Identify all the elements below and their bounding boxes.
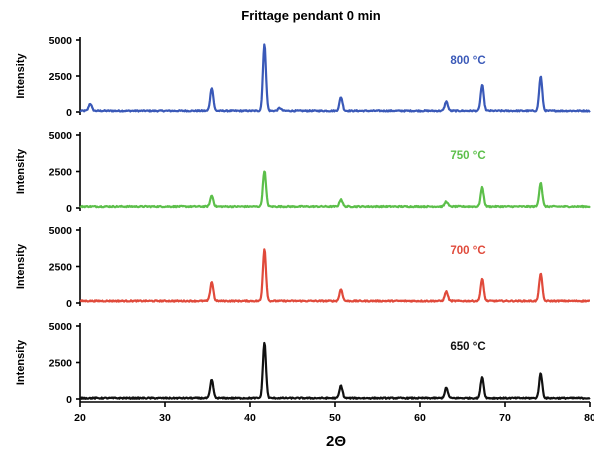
y-axis-label: Intensity bbox=[15, 53, 27, 99]
panel-4: 0 2500 5000 Intensity 650 °C bbox=[15, 321, 591, 406]
y-tick-label: 5000 bbox=[49, 225, 73, 237]
series-label: 750 °C bbox=[450, 150, 485, 162]
x-tick-label: 30 bbox=[159, 412, 171, 424]
y-tick-label: 5000 bbox=[49, 321, 73, 333]
y-tick-label: 0 bbox=[66, 394, 72, 406]
x-tick-label: 40 bbox=[244, 412, 256, 424]
x-tick-label: 70 bbox=[499, 412, 511, 424]
y-tick-label: 0 bbox=[66, 107, 72, 119]
chart-title: Frittage pendant 0 min bbox=[241, 8, 380, 23]
x-tick-label: 80 bbox=[584, 412, 594, 424]
y-tick-label: 2500 bbox=[49, 262, 73, 274]
y-tick-label: 2500 bbox=[49, 167, 73, 179]
x-axis: 20 30 40 50 60 70 80 bbox=[74, 401, 594, 424]
x-axis-label: 2Θ bbox=[326, 433, 346, 450]
y-tick-label: 2500 bbox=[49, 71, 73, 83]
y-tick-label: 2500 bbox=[49, 358, 73, 370]
series-label: 700 °C bbox=[450, 245, 485, 257]
x-tick-label: 60 bbox=[414, 412, 426, 424]
series-line-2 bbox=[79, 170, 591, 209]
y-axis-label: Intensity bbox=[15, 148, 27, 194]
series-label: 800 °C bbox=[450, 55, 485, 67]
panel-3: 0 2500 5000 Intensity 700 °C bbox=[15, 225, 591, 310]
series-label: 650 °C bbox=[450, 341, 485, 353]
series-line-4 bbox=[79, 341, 591, 400]
y-axis-label: Intensity bbox=[15, 243, 27, 289]
panel-2: 0 2500 5000 Intensity 750 °C bbox=[15, 130, 591, 215]
series-line-3 bbox=[79, 248, 591, 303]
y-tick-label: 5000 bbox=[49, 130, 73, 142]
x-tick-label: 20 bbox=[74, 412, 86, 424]
series-line-1 bbox=[79, 43, 591, 113]
panel-1: 0 2500 5000 Intensity 800 °C bbox=[15, 35, 591, 119]
y-tick-label: 0 bbox=[66, 298, 72, 310]
y-tick-label: 5000 bbox=[49, 35, 73, 47]
x-tick-label: 50 bbox=[329, 412, 341, 424]
y-axis-label: Intensity bbox=[15, 339, 27, 385]
panels: 0 2500 5000 Intensity 800 °C 0 2500 5000 Intensi… bbox=[15, 35, 591, 406]
y-tick-label: 0 bbox=[66, 203, 72, 215]
